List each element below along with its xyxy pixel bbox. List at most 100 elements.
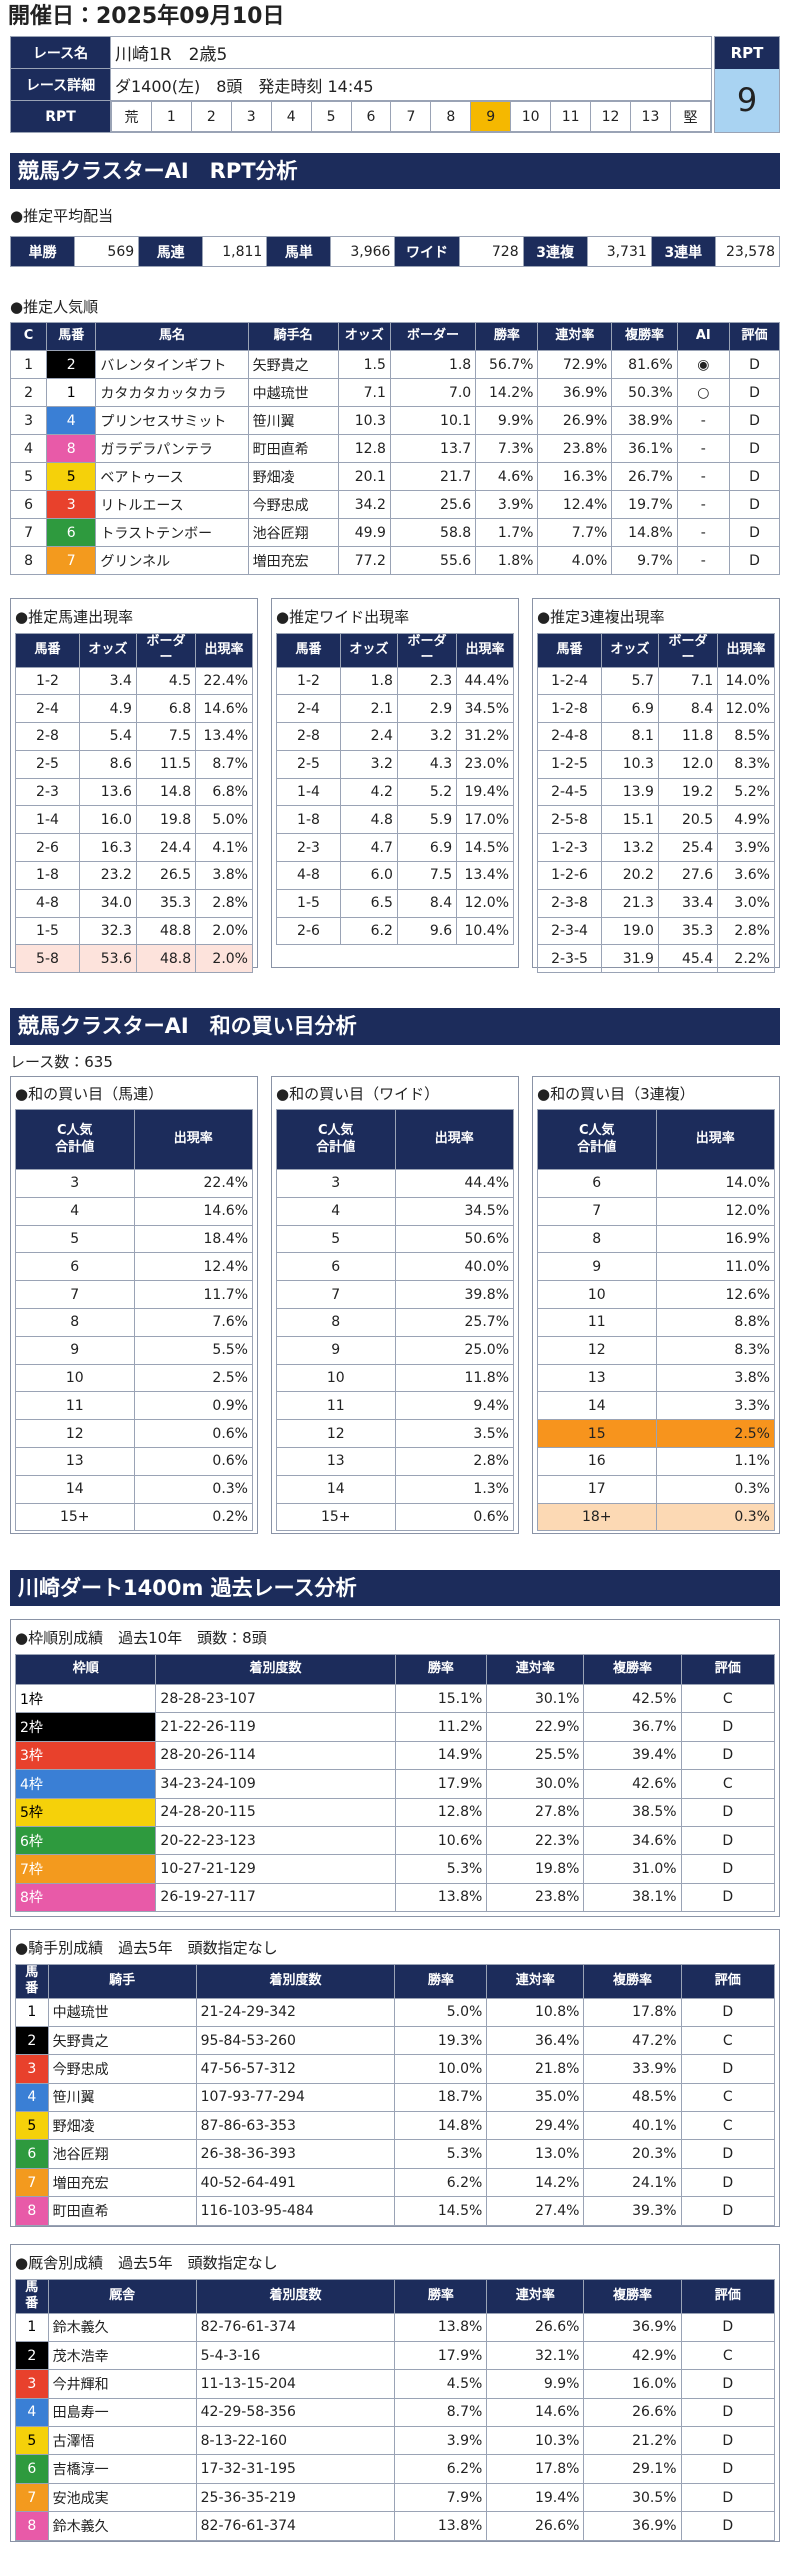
table-cell: 5-8 [15, 944, 80, 974]
table-cell: 14.2% [475, 378, 539, 407]
sum-box: ●和の買い目（ワイド） C人気 合計値 出現率 3 44.4% 4 34.5% 5 50.6% 6… [271, 1076, 519, 1534]
rpt-cell: 4 [270, 101, 312, 132]
table-cell: 20.2 [600, 861, 659, 890]
table-row: 8 25.7% [276, 1307, 514, 1337]
table-cell: 4.9% [717, 805, 775, 835]
column-header: 馬番 [15, 633, 80, 668]
table-cell: 野畑凌 [247, 462, 339, 491]
table-cell: 22.9% [486, 1712, 585, 1742]
table-cell: 13.7 [389, 434, 477, 463]
race-detail: ダ1400(左) 8頭 発走時刻 14:45 [110, 68, 712, 101]
table-cell: 7.6% [133, 1307, 253, 1337]
table-cell: 1-2 [15, 666, 80, 696]
column-header: 出現率 [456, 633, 514, 668]
table-cell: 18+ [537, 1502, 657, 1532]
header-row: 馬番 オッズ ボーダー 出現率 [15, 633, 253, 668]
table-row: 6 池谷匠翔 26-38-36-393 5.3% 13.0% 20.3% D [15, 2139, 776, 2169]
table-row: 1-4 4.2 5.2 19.4% [276, 777, 514, 807]
table-cell: 21.8% [486, 2054, 585, 2084]
table-head: 馬番 オッズ ボーダー 出現率 [15, 633, 253, 668]
table-row: 5 50.6% [276, 1224, 514, 1254]
sum-box: ●和の買い目（馬連） C人気 合計値 出現率 3 22.4% 4 14.6% 5 18.4% 6 1… [10, 1076, 258, 1534]
table-cell: 3.8% [655, 1363, 775, 1393]
payout-label: ワイド [394, 236, 460, 267]
table-cell: 5 [9, 462, 48, 491]
table-cell: 16.9% [655, 1224, 775, 1254]
table-row: 5 古澤悟 8-13-22-160 3.9% 10.3% 21.2% D [15, 2426, 776, 2456]
table-row: 5 18.4% [15, 1224, 253, 1254]
table-cell: 6枠 [14, 1825, 157, 1856]
table-cell: 14 [276, 1474, 396, 1504]
table-row: 2 茂木浩幸 5-4-3-16 17.9% 32.1% 42.9% C [15, 2340, 776, 2371]
table-cell: 4 [276, 1196, 396, 1226]
table-cell: 87-86-63-353 [195, 2111, 396, 2141]
rpt-scale-cell: 荒 1 2 3 4 5 6 7 8 9 10 11 12 13 堅 [110, 100, 712, 133]
table-cell: 1.5 [337, 350, 391, 379]
table-cell: D [680, 1825, 776, 1856]
table-row: 1-5 32.3 48.8 2.0% [15, 916, 253, 946]
table-cell: 77.2 [337, 546, 391, 575]
table-cell: 6 [537, 1169, 657, 1198]
table-row: 1-2 3.4 4.5 22.4% [15, 666, 253, 696]
table-cell: 30.0% [486, 1769, 585, 1799]
table-row: 2-3 4.7 6.9 14.5% [276, 833, 514, 863]
table-cell: D [680, 1997, 776, 2027]
table-cell: 4 [15, 2082, 49, 2113]
column-header: 馬名 [95, 322, 249, 351]
payout-label: 馬単 [266, 236, 332, 267]
table-row: 9 25.0% [276, 1335, 514, 1365]
table-cell: 10 [537, 1280, 657, 1309]
table-cell: 2-4 [276, 694, 341, 724]
table-cell: 9.7% [611, 546, 678, 575]
table-cell: D [728, 378, 781, 407]
table-head: C 馬番 馬名 騎手名 オッズ ボーダー 勝率 連対率 複勝率 AI 評価 [9, 322, 781, 351]
column-header: 評価 [680, 1964, 776, 1999]
table-cell: 野畑凌 [47, 2111, 197, 2141]
table-cell: 10.3% [486, 2426, 585, 2456]
column-header: 馬番 [46, 322, 97, 351]
table-row: 6 12.4% [15, 1252, 253, 1282]
data-table: 馬番 オッズ ボーダー 出現率 1-2-4 5.7 7.1 14.0% 1-2-8 6.9 8.4 1… [537, 633, 775, 974]
table-cell: 4.0% [537, 546, 613, 575]
header-row: C人気 合計値 出現率 [276, 1109, 514, 1170]
table-row: 1 鈴木義久 82-76-61-374 13.8% 26.6% 36.9% D [15, 2312, 776, 2342]
table-cell: 36.9% [583, 2312, 682, 2342]
table-cell: D [680, 2167, 776, 2198]
table-cell: 7.5 [396, 861, 458, 890]
table-cell: 5.2% [717, 777, 775, 807]
table-cell: 2-6 [276, 916, 341, 946]
table-cell: 55.6 [389, 546, 477, 575]
table-cell: 1-2-5 [537, 749, 602, 779]
table-cell: 10.8% [486, 1997, 585, 2027]
rpt-cell: 2 [190, 101, 232, 132]
table-cell: 36.9% [583, 2511, 682, 2541]
table-cell: 安池成実 [47, 2482, 197, 2513]
table-cell: 34.5% [456, 694, 514, 724]
table-cell: 25.7% [394, 1307, 514, 1337]
table-row: 6 40.0% [276, 1252, 514, 1282]
table-row: 6 吉橋淳一 17-32-31-195 6.2% 17.8% 29.1% D [15, 2454, 776, 2484]
table-row: 1-2-8 6.9 8.4 12.0% [537, 694, 775, 724]
section-label: ●和の買い目（馬連） [15, 1084, 164, 1103]
rpt-cell: 9 [470, 101, 512, 132]
table-cell: 8 [9, 546, 48, 575]
table-row: 15+ 0.6% [276, 1502, 514, 1532]
table-row: 2-4 4.9 6.8 14.6% [15, 694, 253, 724]
table-cell: D [680, 2511, 776, 2541]
table-cell: 12.4% [133, 1252, 253, 1282]
table-head: 馬番 騎手 着別度数 勝率 連対率 複勝率 評価 [15, 1964, 776, 1999]
table-cell: 7.1 [337, 378, 391, 407]
table-cell: 14.9% [394, 1740, 488, 1771]
table-cell: 27.4% [486, 2196, 585, 2226]
table-cell: 16.0% [583, 2369, 682, 2399]
race-name: 川崎1R 2歳5 [110, 36, 712, 69]
table-body: 1-2 3.4 4.5 22.4% 2-4 4.9 6.8 14.6% 2-8 5.4 7.5 13.… [15, 666, 253, 974]
table-cell: 8.4 [657, 694, 719, 724]
table-cell: 30.1% [486, 1683, 585, 1714]
table-cell: 4.2 [339, 777, 398, 807]
table-cell: 古澤悟 [47, 2426, 197, 2456]
table-cell: 今野忠成 [247, 490, 339, 519]
table-row: 10 2.5% [15, 1363, 253, 1393]
table-cell: 14.5% [394, 2196, 488, 2226]
